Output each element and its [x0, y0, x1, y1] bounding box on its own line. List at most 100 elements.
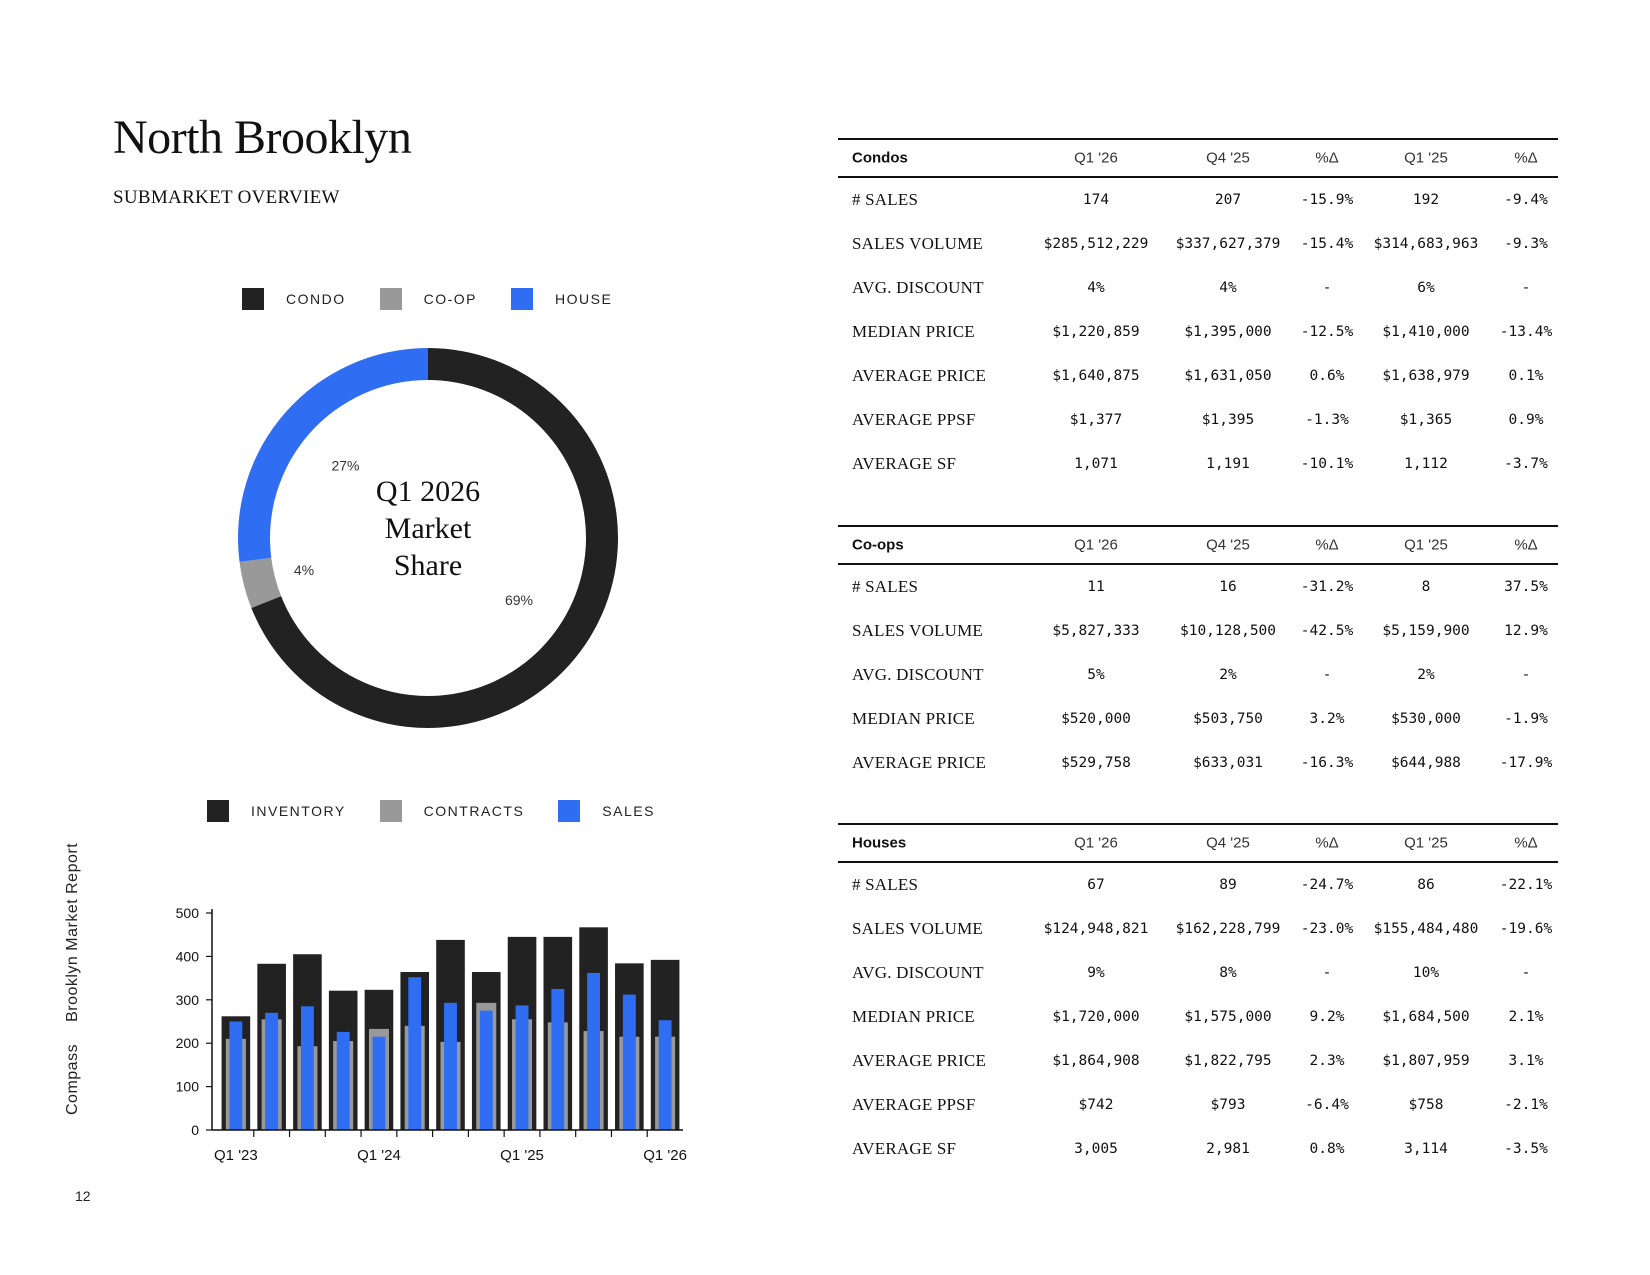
- table-cell: 4%: [1087, 280, 1105, 296]
- table-cell: $520,000: [1061, 711, 1131, 727]
- table-cell: $124,948,821: [1043, 921, 1149, 937]
- legend-swatch-inventory: [207, 800, 229, 822]
- donut-center-text: Share: [394, 549, 462, 582]
- table-cell: $1,631,050: [1184, 368, 1272, 384]
- table-cell: 192: [1412, 192, 1440, 208]
- legend-item-contracts: CONTRACTS: [379, 800, 525, 822]
- table-cell: $1,640,875: [1052, 368, 1140, 384]
- table-cell: 0.1%: [1508, 368, 1544, 384]
- donut-slice-coop: [239, 557, 282, 608]
- table-cell: -13.4%: [1499, 324, 1553, 340]
- column-header: Q4 '25: [1206, 536, 1250, 554]
- legend-item-inventory: INVENTORY: [207, 800, 346, 822]
- table-cell: -19.6%: [1499, 921, 1553, 937]
- legend-label-condo: CONDO: [286, 291, 346, 307]
- row-label: # SALES: [852, 577, 919, 596]
- table-cell: $644,988: [1391, 755, 1461, 771]
- table-cell: $1,807,959: [1382, 1053, 1470, 1069]
- table-cell: $314,683,963: [1373, 236, 1479, 252]
- table-cell: $1,395: [1201, 412, 1255, 428]
- table-row: MEDIAN PRICE $520,000 $503,750 3.2% $530,000…: [838, 697, 1558, 741]
- table-cell: -: [1521, 280, 1531, 296]
- table-cell: -: [1521, 667, 1531, 683]
- legend-item-coop: CO-OP: [379, 288, 478, 310]
- table-cell: -42.5%: [1300, 623, 1354, 639]
- column-header: Q4 '25: [1206, 149, 1250, 167]
- report-name: Brooklyn Market Report: [64, 842, 81, 1022]
- table-cell: -24.7%: [1300, 877, 1354, 893]
- x-tick-label: Q1 '25: [500, 1147, 544, 1164]
- table-cell: -31.2%: [1300, 579, 1354, 595]
- table-cell: 2%: [1219, 667, 1237, 683]
- table-cell: 2%: [1417, 667, 1435, 683]
- column-header: Q1 '26: [1074, 834, 1118, 852]
- sales-bar: [300, 1006, 314, 1130]
- table-cell: $742: [1078, 1097, 1114, 1113]
- table-cell: 1,112: [1404, 456, 1448, 472]
- table-row: AVERAGE SF 1,071 1,191 -10.1% 1,112 -3.7%: [838, 442, 1558, 486]
- sales-bar: [229, 1021, 243, 1130]
- table-cell: -22.1%: [1499, 877, 1553, 893]
- donut-center-text: Q1 2026: [376, 475, 480, 508]
- table-cell: $633,031: [1193, 755, 1263, 771]
- table-cell: -10.1%: [1300, 456, 1354, 472]
- page-title: North Brooklyn: [113, 111, 412, 164]
- table-cell: $5,827,333: [1052, 623, 1140, 639]
- table-cell: $1,377: [1069, 412, 1123, 428]
- donut-slice-label: 69%: [505, 592, 533, 608]
- column-header: Q4 '25: [1206, 834, 1250, 852]
- table-cell: 0.6%: [1309, 368, 1345, 384]
- y-tick-label: 500: [176, 905, 200, 921]
- table-cell: -: [1322, 667, 1332, 683]
- column-header: Q1 '25: [1404, 834, 1448, 852]
- sales-bar: [408, 977, 422, 1130]
- legend-label-inventory: INVENTORY: [251, 803, 346, 819]
- table-row: # SALES 11 16 -31.2% 8 37.5%: [838, 565, 1558, 609]
- table-cell: 3,114: [1404, 1141, 1448, 1157]
- table-row: AVG. DISCOUNT 5% 2% - 2% -: [838, 653, 1558, 697]
- table-header: Condos Q1 '26 Q4 '25 %Δ Q1 '25 %Δ: [838, 138, 1558, 178]
- row-label: AVERAGE SF: [852, 454, 957, 473]
- table-cell: -23.0%: [1300, 921, 1354, 937]
- legend-label-contracts: CONTRACTS: [423, 803, 525, 819]
- table-cell: $5,159,900: [1382, 623, 1470, 639]
- table-header: Houses Q1 '26 Q4 '25 %Δ Q1 '25 %Δ: [838, 823, 1558, 863]
- donut-slice-house: [238, 348, 428, 562]
- sales-bar: [372, 1036, 386, 1130]
- legend-swatch-contracts: [379, 800, 402, 822]
- table-cell: -: [1521, 965, 1531, 981]
- table-cell: $155,484,480: [1373, 921, 1479, 937]
- row-label: AVERAGE SF: [852, 1139, 957, 1158]
- table-cell: 11: [1087, 579, 1105, 595]
- donut-slice-label: 4%: [294, 562, 314, 578]
- table-cell: 9%: [1087, 965, 1105, 981]
- table-cell: 3.1%: [1508, 1053, 1544, 1069]
- table-cell: 0.8%: [1309, 1141, 1345, 1157]
- legend-swatch-condo: [242, 288, 264, 310]
- table-cell: -1.3%: [1305, 412, 1349, 428]
- table-cell: $285,512,229: [1043, 236, 1149, 252]
- sales-bar: [587, 972, 601, 1130]
- row-label: AVG. DISCOUNT: [852, 278, 984, 297]
- table-cell: $1,410,000: [1382, 324, 1470, 340]
- sales-bar: [551, 988, 565, 1130]
- y-tick-label: 200: [176, 1035, 200, 1051]
- table-cell: $1,638,979: [1382, 368, 1470, 384]
- table-cell: 8: [1421, 579, 1431, 595]
- table-header: Co-ops Q1 '26 Q4 '25 %Δ Q1 '25 %Δ: [838, 525, 1558, 565]
- legend-label-coop: CO-OP: [423, 291, 478, 307]
- table-row: SALES VOLUME $124,948,821 $162,228,799 -23.…: [838, 907, 1558, 951]
- table-cell: $1,864,908: [1052, 1053, 1140, 1069]
- row-label: MEDIAN PRICE: [852, 322, 975, 341]
- table-cell: 207: [1214, 192, 1242, 208]
- table-title: Condos: [852, 149, 908, 167]
- sales-bar: [265, 1012, 279, 1130]
- table-cell: $529,758: [1061, 755, 1131, 771]
- x-tick-label: Q1 '23: [214, 1147, 258, 1164]
- table-cell: $1,575,000: [1184, 1009, 1272, 1025]
- legend-item-house: HOUSE: [511, 288, 612, 310]
- table-cell: $1,395,000: [1184, 324, 1272, 340]
- table-cell: 3,005: [1074, 1141, 1118, 1157]
- table-row: AVERAGE PRICE $1,640,875 $1,631,050 0.6% $1,…: [838, 354, 1558, 398]
